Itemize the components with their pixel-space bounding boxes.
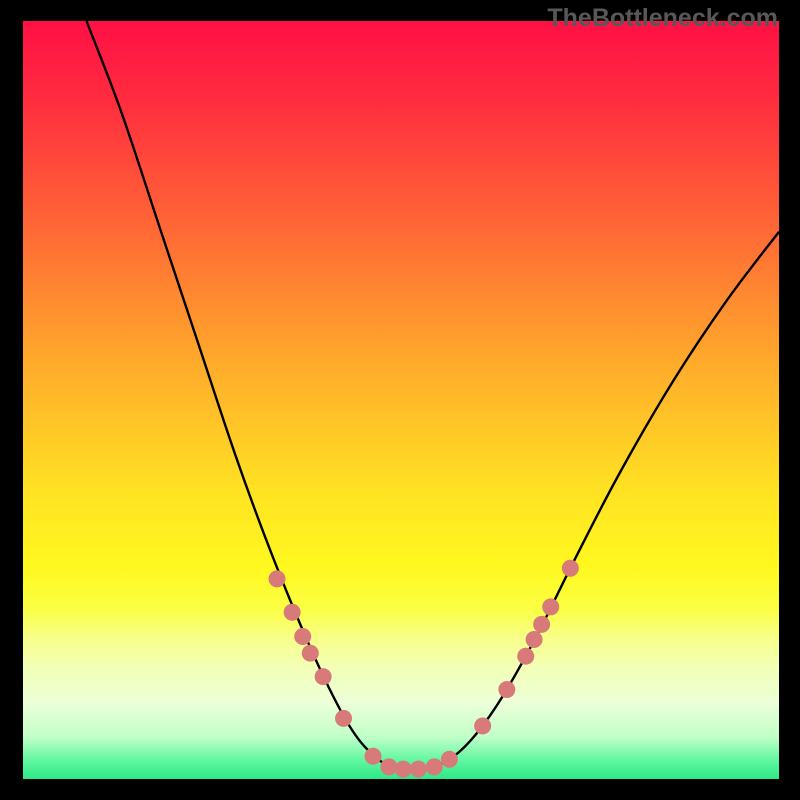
marker-point — [269, 570, 286, 587]
marker-point — [426, 758, 443, 775]
marker-point — [315, 668, 332, 685]
watermark-text: TheBottleneck.com — [547, 4, 778, 33]
marker-point — [498, 681, 515, 698]
marker-point — [365, 748, 382, 765]
marker-point — [526, 631, 543, 648]
bottleneck-curve — [87, 21, 779, 769]
marker-point — [302, 645, 319, 662]
marker-point — [542, 598, 559, 615]
curve-layer — [23, 21, 779, 779]
chart-container: TheBottleneck.com — [0, 0, 800, 800]
marker-point — [517, 648, 534, 665]
marker-point — [410, 761, 427, 778]
marker-point — [294, 628, 311, 645]
marker-point — [562, 560, 579, 577]
marker-point — [395, 761, 412, 778]
marker-point — [335, 710, 352, 727]
marker-point — [284, 604, 301, 621]
marker-point — [441, 751, 458, 768]
marker-point — [533, 616, 550, 633]
marker-point — [474, 717, 491, 734]
plot-area — [23, 21, 779, 779]
marker-point — [380, 758, 397, 775]
